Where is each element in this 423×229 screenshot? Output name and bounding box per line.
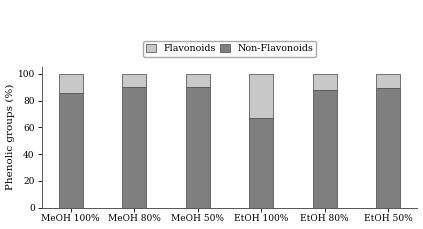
Bar [249,74,273,118]
Y-axis label: Phenolic groups (%): Phenolic groups (%) [5,84,15,191]
Bar [186,87,210,207]
Bar [376,74,400,88]
Bar [122,87,146,207]
Bar [376,88,400,207]
Legend: Flavonoids, Non-Flavonoids: Flavonoids, Non-Flavonoids [143,41,316,57]
Bar [59,93,83,207]
Bar [59,74,83,93]
Bar [122,74,146,87]
Bar [186,74,210,87]
Bar [313,74,337,90]
Bar [249,118,273,207]
Bar [313,90,337,207]
